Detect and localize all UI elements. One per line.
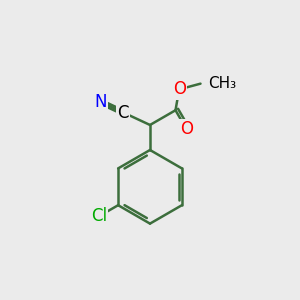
Text: C: C xyxy=(118,103,129,122)
Text: O: O xyxy=(173,80,186,98)
Text: N: N xyxy=(94,93,107,111)
Text: O: O xyxy=(180,120,193,138)
Text: CH₃: CH₃ xyxy=(208,76,236,91)
Text: Cl: Cl xyxy=(91,207,107,225)
